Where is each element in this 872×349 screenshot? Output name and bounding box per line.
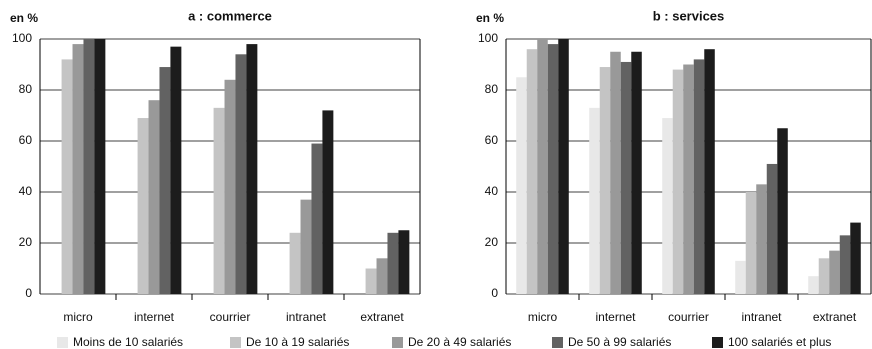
legend-swatch [57, 337, 68, 348]
legend-swatch [712, 337, 723, 348]
bar [61, 59, 73, 295]
y-tick-label: 20 [19, 235, 33, 249]
x-tick-label: intranet [741, 310, 782, 324]
bar [704, 49, 715, 295]
bar [137, 118, 149, 294]
bar [300, 199, 312, 294]
bar [589, 107, 600, 294]
x-tick-label: courrier [668, 310, 709, 324]
legend-label: Moins de 10 salariés [73, 335, 183, 349]
chart-title: b : services [653, 8, 725, 23]
bar [662, 118, 673, 294]
y-tick-label: 80 [485, 82, 499, 96]
legend-label: De 10 à 19 salariés [246, 335, 349, 349]
bar [766, 163, 778, 294]
y-tick-label: 40 [485, 184, 499, 198]
bar [850, 222, 861, 294]
chart-title: a : commerce [188, 8, 272, 23]
bar [289, 232, 301, 294]
bar [547, 44, 559, 294]
bar [777, 128, 788, 294]
bar [365, 268, 377, 294]
y-tick-label: 100 [12, 31, 32, 45]
bar [159, 67, 171, 294]
bar [516, 77, 527, 294]
x-tick-label: extranet [813, 310, 857, 324]
legend-label: De 20 à 49 salariés [408, 335, 511, 349]
bar [839, 235, 851, 294]
bar [376, 258, 388, 294]
x-tick-label: micro [528, 310, 558, 324]
y-tick-label: 100 [478, 31, 498, 45]
bar [311, 143, 323, 294]
legend-label: De 50 à 99 salariés [568, 335, 671, 349]
bar [72, 44, 84, 294]
bar [213, 107, 225, 294]
bar [599, 67, 611, 294]
bar [735, 260, 746, 294]
bar [683, 64, 694, 294]
legend-swatch [230, 337, 241, 348]
legend-swatch [392, 337, 403, 348]
legend-label: 100 salariés et plus [728, 335, 831, 349]
x-tick-label: micro [63, 310, 93, 324]
bar [672, 69, 684, 294]
bar [745, 192, 757, 294]
x-tick-label: intranet [286, 310, 327, 324]
y-tick-label: 20 [485, 235, 499, 249]
x-tick-label: internet [595, 310, 636, 324]
legend-swatch [552, 337, 563, 348]
bar [246, 44, 258, 294]
bar [526, 49, 538, 295]
bar [322, 110, 334, 295]
y-tick-label: 80 [19, 82, 33, 96]
bar [631, 51, 642, 294]
bar [170, 46, 182, 295]
bar [610, 51, 621, 294]
y-axis-label: en % [10, 11, 38, 25]
x-tick-label: internet [134, 310, 175, 324]
bar [537, 39, 548, 294]
y-tick-label: 0 [25, 286, 32, 300]
y-tick-label: 40 [19, 184, 33, 198]
y-tick-label: 60 [19, 133, 33, 147]
y-tick-label: 0 [491, 286, 498, 300]
bar [94, 39, 106, 294]
bar [224, 79, 236, 294]
bar [808, 276, 819, 294]
bar [235, 54, 247, 294]
bar [620, 61, 632, 295]
y-axis-label: en % [476, 11, 504, 25]
bar [693, 59, 705, 295]
y-tick-label: 60 [485, 133, 499, 147]
bar [818, 258, 830, 294]
bar [148, 100, 160, 294]
x-tick-label: courrier [210, 310, 251, 324]
bar [387, 232, 399, 294]
bar [756, 184, 767, 294]
bar [398, 230, 410, 294]
x-tick-label: extranet [360, 310, 404, 324]
bar [83, 39, 95, 294]
bar [829, 250, 840, 294]
bar [558, 39, 569, 294]
